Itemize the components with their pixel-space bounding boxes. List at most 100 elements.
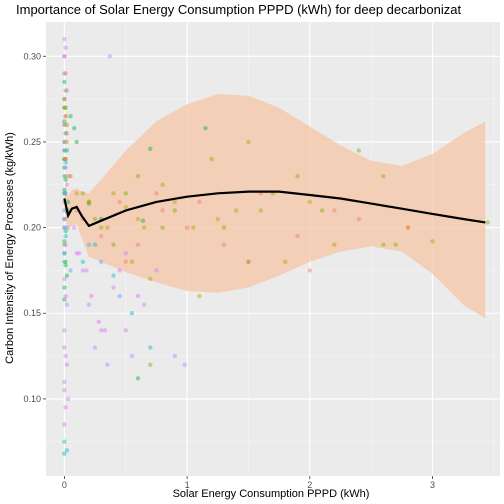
data-point: [485, 220, 490, 225]
data-point: [62, 105, 67, 110]
data-point: [63, 114, 68, 119]
data-point: [63, 160, 68, 165]
y-tick-label: 0.10: [23, 394, 41, 404]
data-point: [62, 251, 67, 256]
data-point: [62, 345, 67, 350]
data-point: [62, 328, 67, 333]
y-tick-label: 0.30: [23, 51, 41, 61]
data-point: [111, 191, 116, 196]
data-point: [64, 273, 70, 278]
y-tick-label: 0.20: [23, 223, 41, 233]
data-point: [172, 353, 178, 359]
data-point: [62, 239, 67, 244]
data-point: [182, 362, 187, 367]
data-point: [258, 208, 263, 213]
data-point: [63, 233, 68, 239]
data-point: [430, 239, 435, 244]
x-axis-label: Solar Energy Consumption PPPD (kWh): [173, 488, 370, 500]
data-point: [129, 353, 135, 359]
data-point: [84, 268, 89, 273]
data-point: [86, 242, 92, 247]
data-point: [111, 285, 116, 290]
data-point: [72, 126, 77, 131]
data-point: [141, 302, 147, 307]
data-point: [111, 273, 116, 278]
data-point: [393, 242, 398, 247]
data-point: [283, 259, 288, 265]
x-tick-label: 2: [307, 480, 312, 490]
data-point: [62, 96, 67, 102]
data-point: [99, 233, 104, 239]
data-point: [74, 139, 79, 145]
data-point: [356, 148, 362, 153]
data-point: [92, 345, 98, 350]
data-point: [62, 71, 67, 76]
data-point: [148, 276, 153, 282]
data-point: [62, 191, 67, 196]
data-point: [154, 268, 159, 273]
data-point: [62, 165, 67, 170]
data-point: [74, 191, 79, 196]
data-point: [64, 448, 70, 453]
data-point: [63, 156, 68, 162]
data-point: [117, 293, 122, 299]
data-point: [62, 54, 67, 59]
data-point: [184, 225, 190, 230]
data-point: [135, 242, 141, 247]
data-point: [62, 139, 67, 145]
data-point: [141, 225, 147, 230]
data-point: [62, 208, 67, 213]
data-point: [68, 114, 73, 119]
data-point: [92, 216, 98, 222]
data-point: [68, 268, 73, 273]
data-point: [381, 242, 386, 247]
data-point: [62, 156, 67, 162]
data-point: [62, 119, 67, 124]
data-point: [63, 173, 68, 179]
data-point: [62, 156, 67, 162]
data-point: [64, 182, 70, 187]
data-point: [62, 96, 67, 102]
data-point: [63, 114, 68, 119]
data-point: [72, 225, 77, 230]
data-point: [160, 208, 165, 213]
data-point: [62, 105, 67, 110]
data-point: [62, 297, 67, 302]
confidence-ribbon: [64, 94, 486, 319]
data-point: [62, 187, 67, 193]
data-point: [99, 259, 104, 265]
data-point: [62, 148, 67, 153]
chart-title: Importance of Solar Energy Consumption P…: [16, 2, 461, 17]
x-tick-label: 0: [62, 480, 67, 490]
data-point: [62, 388, 67, 393]
data-point: [154, 191, 159, 196]
data-point: [172, 199, 178, 205]
data-point: [123, 328, 128, 333]
data-point: [117, 199, 122, 205]
data-point: [63, 191, 68, 196]
data-point: [356, 216, 362, 222]
data-point: [86, 302, 92, 307]
data-point: [63, 405, 68, 410]
data-point: [62, 451, 67, 456]
data-point: [63, 263, 68, 268]
data-point: [80, 268, 86, 273]
data-point: [135, 216, 141, 222]
data-point: [63, 353, 68, 359]
data-point: [221, 242, 227, 247]
data-point: [62, 242, 67, 247]
data-point: [191, 225, 196, 230]
x-tick-label: 3: [430, 480, 435, 490]
data-point: [89, 293, 94, 299]
data-point: [129, 259, 135, 265]
data-point: [62, 225, 67, 230]
data-point: [63, 259, 68, 265]
data-point: [160, 182, 165, 187]
data-point: [86, 199, 92, 205]
data-point: [80, 259, 86, 265]
data-point: [67, 173, 72, 179]
data-point: [62, 251, 67, 256]
data-point: [123, 191, 128, 196]
data-point: [62, 148, 67, 153]
x-axis-ticks: 0 1 2 3: [62, 476, 435, 490]
